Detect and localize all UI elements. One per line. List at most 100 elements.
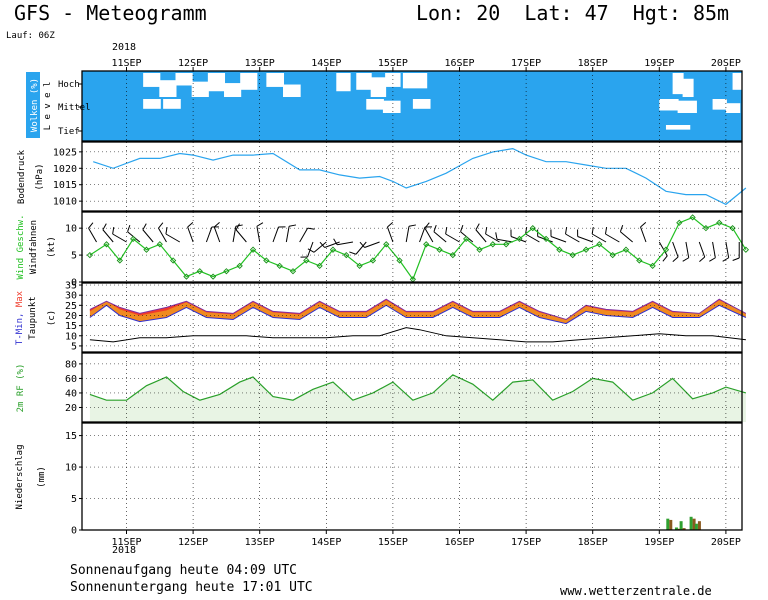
wind-axis-title: Wind Geschw. <box>16 214 26 279</box>
cloud-block <box>366 99 384 110</box>
wind-speed-point <box>143 246 150 253</box>
precip-bar <box>679 521 683 530</box>
cloud-block <box>191 81 209 97</box>
x-tick-label-top: 12SEP <box>178 58 208 69</box>
wind-barb <box>565 233 580 243</box>
precip-bar <box>666 518 670 530</box>
pressure-axis-title: Bodendruck <box>17 149 27 204</box>
run-label: Lauf: 06Z <box>6 31 55 41</box>
wind-speed-point <box>196 268 203 275</box>
x-tick-label-bottom: 19SEP <box>644 537 674 548</box>
panel-frame-clouds <box>81 70 743 142</box>
cloud-panel <box>82 71 747 141</box>
wind-speed-point <box>449 251 456 259</box>
wind-speed-point <box>369 257 377 264</box>
wind-barb <box>419 226 426 243</box>
source-link[interactable]: www.wetterzentrale.de <box>560 584 712 598</box>
wind-barb <box>591 233 607 243</box>
y-tick-label: 20 <box>65 311 77 322</box>
cloud-block <box>370 77 387 97</box>
panel-frame-precip <box>81 422 743 531</box>
wind-barb <box>725 241 730 258</box>
wind-speed-point <box>236 262 243 269</box>
wind-speed-point <box>303 257 310 264</box>
sunset-text: Sonnenuntergang heute 17:01 UTC <box>70 580 313 595</box>
wind-speed-point <box>249 246 257 253</box>
wind-barb <box>577 236 593 243</box>
cloud-block <box>143 99 161 109</box>
cloud-block <box>283 84 301 97</box>
wind-barb-flag <box>112 227 115 235</box>
wind-barb <box>433 231 447 243</box>
wind-speed-point <box>103 241 110 248</box>
cloud-block <box>266 73 285 87</box>
x-tick-label-bottom: 20SEP <box>711 537 741 548</box>
wind-barb-flag <box>235 224 243 227</box>
wind-barb <box>235 229 247 243</box>
wind-barb-flag <box>672 256 679 262</box>
wind-barb-flag <box>88 222 94 229</box>
panel-labels: Wolken (%) L e v e l Hoch Mittel Tief Bodendr… <box>15 72 91 510</box>
cloud-block <box>712 99 727 110</box>
wind-barb <box>424 227 434 243</box>
wind-barb-flag <box>349 251 357 255</box>
wind-speed-point <box>86 251 94 259</box>
windfahnen-title: Windfahnen <box>29 220 39 274</box>
cloud-block <box>732 73 747 90</box>
wind-speed-point <box>476 246 483 253</box>
wind-barb-flag <box>235 223 240 230</box>
wind-speed-point <box>409 276 417 283</box>
cloud-level-label: Hoch <box>58 80 80 90</box>
wind-speed-point <box>596 241 603 248</box>
cloud-block <box>412 99 431 109</box>
precipitation-panel <box>666 516 701 530</box>
cloud-block <box>659 99 679 111</box>
precip-unit: (mm) <box>37 466 47 488</box>
wind-barb-flag <box>709 257 716 262</box>
y-tick-label: 10 <box>65 224 77 235</box>
cloud-block <box>207 73 226 92</box>
wind-barb <box>142 229 154 243</box>
wind-speed-point <box>223 268 230 275</box>
wind-speed-point <box>276 262 283 269</box>
wind-barb <box>475 229 487 243</box>
dewpoint-axis-title: Taupunkt <box>28 296 38 339</box>
wind-speed-point <box>316 262 323 269</box>
wind-barb-flag <box>640 222 647 228</box>
chart-title: GFS - Meteogramm <box>14 1 207 25</box>
y-tick-label: 1020 <box>53 164 77 175</box>
cloud-block <box>336 73 351 92</box>
wind-barb <box>205 226 213 243</box>
wind-barb-flag <box>213 222 220 228</box>
wind-barb <box>313 241 327 253</box>
wind-barb-flag <box>682 257 689 262</box>
wind-barb <box>112 233 127 243</box>
cloud-block <box>175 73 193 86</box>
y-tick-label: 25 <box>65 301 77 312</box>
x-tick-label-top: 20SEP <box>711 58 741 69</box>
x-tick-label-bottom: 15SEP <box>378 537 408 548</box>
wind-speed-point <box>209 273 217 280</box>
cloud-block <box>240 73 258 90</box>
temperature-panel <box>89 298 747 343</box>
cloud-block <box>725 103 741 113</box>
cloud-block <box>402 73 428 89</box>
y-tick-label: 80 <box>65 359 77 370</box>
x-tick-label-top: 15SEP <box>378 58 408 69</box>
panel-frames: 1025102010151010105035302520151058060402… <box>53 70 743 537</box>
wind-barb <box>698 241 706 258</box>
cloud-level-label: Tief <box>58 127 80 137</box>
wind-panel <box>86 214 750 283</box>
wind-barb <box>485 233 500 243</box>
cloud-block <box>224 83 242 97</box>
precip-bar <box>692 518 696 530</box>
precip-bar <box>694 523 698 530</box>
wind-barb <box>525 233 540 243</box>
cloud-block <box>677 100 697 113</box>
cloud-block <box>382 100 401 113</box>
x-tick-label-bottom: 14SEP <box>311 537 341 548</box>
wind-barb-flag <box>102 223 107 230</box>
location-info: Lon: 20 Lat: 47 Hgt: 85m <box>416 1 730 25</box>
wind-speed-point <box>569 251 576 259</box>
wind-speed-point <box>329 246 337 253</box>
